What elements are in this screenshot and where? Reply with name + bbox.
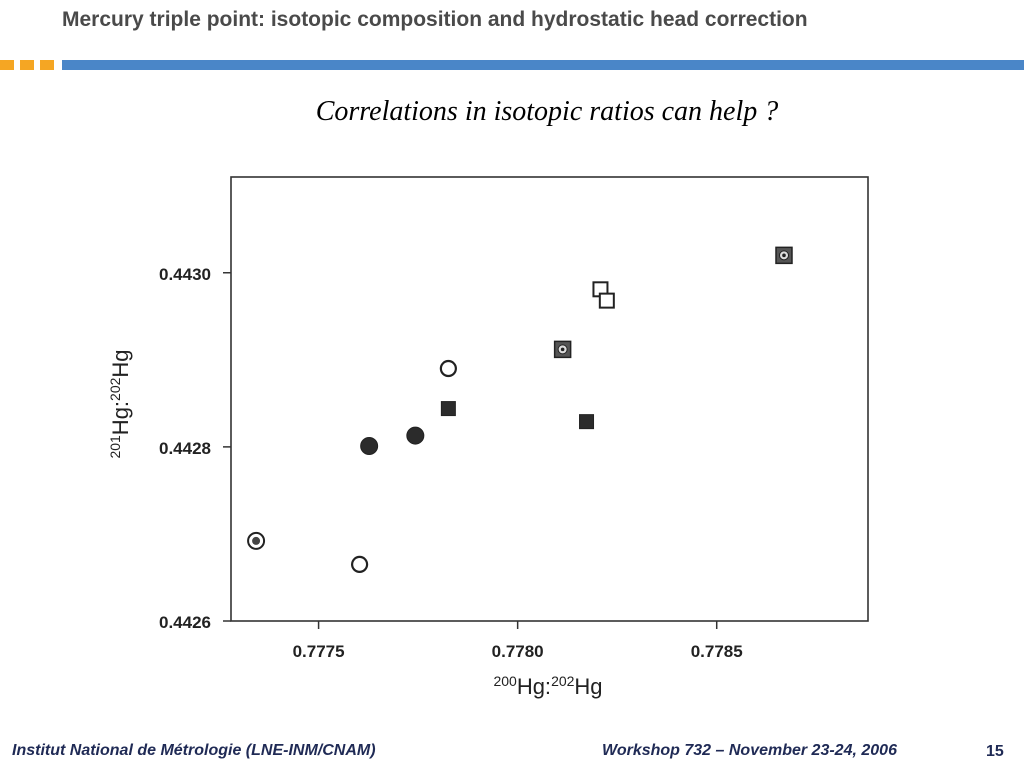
y-tick-label: 0.4428 [159, 439, 211, 458]
data-point-square-dot [775, 246, 793, 265]
data-point-square-filled [579, 414, 595, 430]
page-number: 15 [986, 743, 1004, 760]
data-point-circle-filled [406, 426, 425, 445]
accent-square-3 [40, 60, 54, 70]
y-axis-label: 201Hg:202Hg [107, 349, 133, 458]
data-point-circle-filled [360, 437, 379, 456]
data-point-square-dot [553, 340, 572, 359]
x-axis: 0.7775 0.7780 0.7785 [293, 621, 743, 661]
x-label-end: Hg [574, 674, 602, 699]
slide-subtitle: Correlations in isotopic ratios can help… [315, 96, 779, 127]
y-label-sup-1: 201 [107, 435, 123, 459]
slide-title: Mercury triple point: isotopic compositi… [62, 8, 808, 31]
data-point-circle-open [350, 555, 369, 574]
y-label-end: Hg [108, 349, 133, 377]
x-axis-label: 200Hg:202Hg [493, 673, 602, 699]
scatter-chart: 0.4426 0.4428 0.4430 0.7775 0.7780 0.7785 20… [107, 176, 869, 699]
x-tick-label: 0.7780 [492, 642, 544, 661]
y-axis: 0.4426 0.4428 0.4430 [159, 265, 231, 632]
x-label-mid: Hg: [517, 674, 551, 699]
plot-frame [230, 176, 869, 622]
y-tick-label: 0.4430 [159, 265, 211, 284]
x-tick-label: 0.7775 [293, 642, 345, 661]
y-label-mid: Hg: [108, 401, 133, 435]
accent-line [62, 60, 1024, 70]
data-point-square-filled [440, 401, 456, 417]
footer-institute: Institut National de Métrologie (LNE-INM… [12, 742, 376, 759]
data-point-circle-open [439, 359, 457, 378]
x-tick-label: 0.7785 [691, 642, 743, 661]
accent-square-2 [20, 60, 34, 70]
data-point-square-open [598, 292, 615, 309]
data-point-circle-dot [247, 531, 266, 550]
accent-square-1 [0, 60, 14, 70]
title-accent-bar [0, 60, 1024, 70]
x-label-sup-1: 200 [493, 673, 517, 689]
y-tick-label: 0.4426 [159, 613, 211, 632]
y-label-sup-2: 202 [107, 377, 123, 401]
footer-workshop: Workshop 732 – November 23-24, 2006 [602, 742, 897, 759]
x-label-sup-2: 202 [551, 673, 575, 689]
data-points [247, 246, 793, 574]
